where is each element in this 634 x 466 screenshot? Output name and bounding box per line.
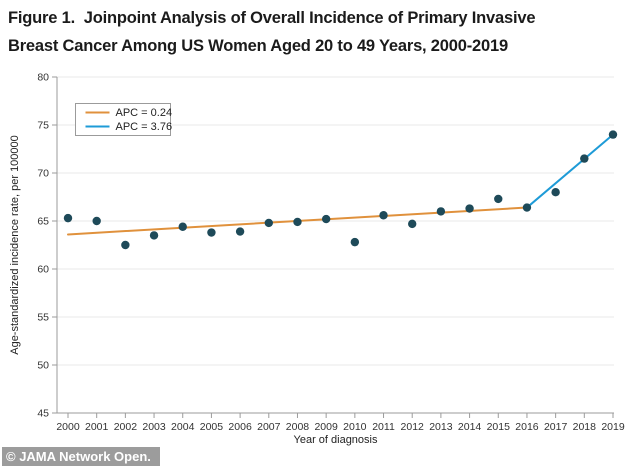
y-tick-label-55: 55 (37, 312, 49, 324)
x-tick-label-2013: 2013 (429, 421, 453, 433)
data-point-2009 (321, 214, 331, 224)
data-point-2013 (436, 207, 446, 216)
data-point-2008 (293, 217, 302, 227)
x-tick-label-2001: 2001 (85, 421, 109, 433)
legend-box (75, 103, 171, 136)
x-tick-label-2018: 2018 (573, 421, 597, 433)
legend-label-2: APC = 3.76 (116, 121, 173, 133)
data-point-2014 (465, 204, 474, 213)
data-point-2011 (379, 211, 388, 220)
figure-title-line-2: Breast Cancer Among US Women Aged 20 to … (8, 37, 508, 55)
x-tick-label-2014: 2014 (458, 421, 482, 433)
y-tick-label-70: 70 (37, 168, 49, 180)
trend-line-segment-2 (525, 133, 614, 209)
data-point-2003 (149, 231, 159, 240)
x-tick-label-2011: 2011 (372, 421, 395, 433)
y-tick-label-80: 80 (37, 72, 49, 84)
joinpoint-chart: 45 50 55 60 65 70 75 80 2000 2001 2002 2003 2004 2005… (0, 64, 634, 447)
data-point-2002 (121, 240, 130, 250)
x-tick-label-2008: 2008 (286, 421, 310, 433)
x-tick-label-2009: 2009 (314, 421, 338, 433)
y-tick-label-45: 45 (37, 408, 49, 420)
x-axis-title: Year of diagnosis (294, 434, 378, 446)
x-tick-label-2004: 2004 (171, 421, 195, 433)
x-tick-label-2000: 2000 (56, 421, 80, 433)
x-tick-label-2010: 2010 (343, 421, 367, 433)
y-tick-label-75: 75 (37, 120, 49, 132)
data-point-2004 (178, 222, 187, 231)
x-tick-label-2019: 2019 (601, 421, 625, 433)
legend-label-1: APC = 0.24 (116, 107, 173, 119)
x-tick-label-2006: 2006 (228, 421, 252, 433)
data-point-2010 (350, 237, 360, 247)
y-axis-title: Age-standardized incidence rate, per 100… (9, 135, 21, 355)
figure-title-line-1: Figure 1. Joinpoint Analysis of Overall … (8, 9, 536, 27)
data-point-2018 (580, 154, 589, 163)
data-point-2000 (63, 213, 73, 223)
data-point-2015 (494, 194, 503, 204)
data-point-2006 (235, 227, 245, 236)
x-tick-label-2012: 2012 (401, 421, 425, 433)
x-tick-label-2005: 2005 (200, 421, 224, 433)
jama-credit-badge: © JAMA Network Open. (2, 447, 160, 466)
data-point-2007 (264, 218, 273, 228)
data-point-2019 (608, 130, 618, 139)
data-point-2012 (408, 219, 417, 229)
y-tick-label-60: 60 (37, 264, 49, 276)
data-point-2017 (551, 188, 560, 197)
figure-title: Figure 1. Joinpoint Analysis of Overall … (8, 4, 536, 60)
x-tick-label-2007: 2007 (257, 421, 281, 433)
data-point-2001 (92, 216, 101, 226)
y-tick-label-65: 65 (37, 216, 49, 228)
joinpoint-chart-svg: 45 50 55 60 65 70 75 80 2000 2001 2002 2003 2004 2005… (9, 72, 625, 447)
x-tick-label-2003: 2003 (142, 421, 166, 433)
data-point-2005 (207, 228, 216, 237)
x-tick-label-2015: 2015 (487, 421, 511, 433)
data-point-2016 (522, 203, 532, 212)
x-tick-label-2016: 2016 (515, 421, 539, 433)
x-tick-label-2002: 2002 (114, 421, 138, 433)
y-tick-label-50: 50 (37, 360, 49, 372)
x-tick-label-2017: 2017 (544, 421, 568, 433)
